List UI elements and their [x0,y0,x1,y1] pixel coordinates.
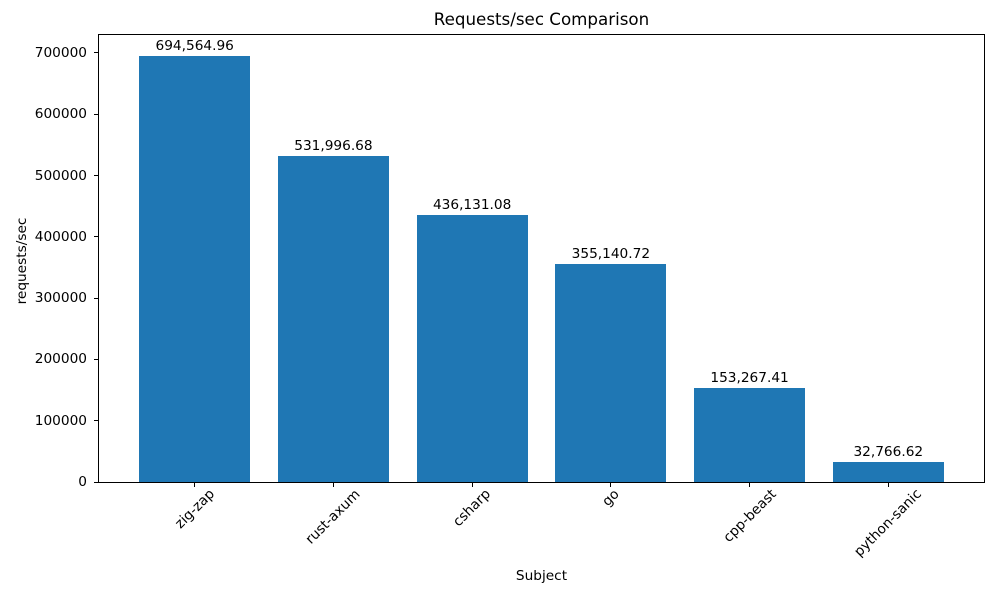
value-label-csharp: 436,131.08 [432,196,512,213]
y-tick-mark [94,113,98,115]
x-tick-mark [887,483,889,487]
x-tick-label-csharp: csharp [450,486,495,531]
y-tick-label: 500000 [34,167,87,184]
x-tick-label-python-sanic: python-sanic [851,486,926,560]
value-label-rust-axum: 531,996.68 [294,137,373,154]
x-tick-label-cpp-beast: cpp-beast [719,486,780,546]
bar-zig-zap [139,56,251,482]
y-tick-mark [94,175,98,177]
y-tick-mark [94,481,98,483]
bar-cpp-beast [694,388,806,482]
y-axis-label: requests/sec [14,217,30,305]
y-tick-mark [94,236,98,238]
y-tick-label: 100000 [34,412,87,429]
x-tick-label-rust-axum: rust-axum [302,486,364,548]
y-tick-label: 200000 [34,351,87,368]
y-tick-mark [94,420,98,422]
y-tick-label: 700000 [34,44,87,61]
value-label-go: 355,140.72 [571,246,651,263]
y-tick-label: 300000 [34,290,87,307]
chart-title: Requests/sec Comparison [433,9,650,29]
x-tick-mark [749,483,751,487]
x-tick-mark [332,483,334,487]
y-tick-label: 600000 [34,106,87,123]
y-tick-label: 0 [78,474,87,490]
bar-csharp [416,214,528,482]
bar-rust-axum [277,155,389,482]
y-tick-mark [94,297,98,299]
value-label-python-sanic: 32,766.62 [853,443,924,460]
value-label-zig-zap: 694,564.96 [155,38,234,55]
y-tick-mark [94,358,98,360]
x-tick-mark [471,483,473,487]
x-tick-mark [610,483,612,487]
x-tick-label-go: go [599,486,623,510]
value-label-cpp-beast: 153,267.41 [710,370,789,387]
x-tick-label-zig-zap: zig-zap [171,486,218,533]
bar-python-sanic [832,461,944,482]
x-axis-label: Subject [515,568,568,584]
plot-area: 694,564.96 531,996.68 436,131.08 355,140.72… [98,34,985,483]
x-tick-mark [194,483,196,487]
y-tick-label: 400000 [34,228,87,245]
y-tick-mark [94,52,98,54]
bar-go [555,264,667,482]
